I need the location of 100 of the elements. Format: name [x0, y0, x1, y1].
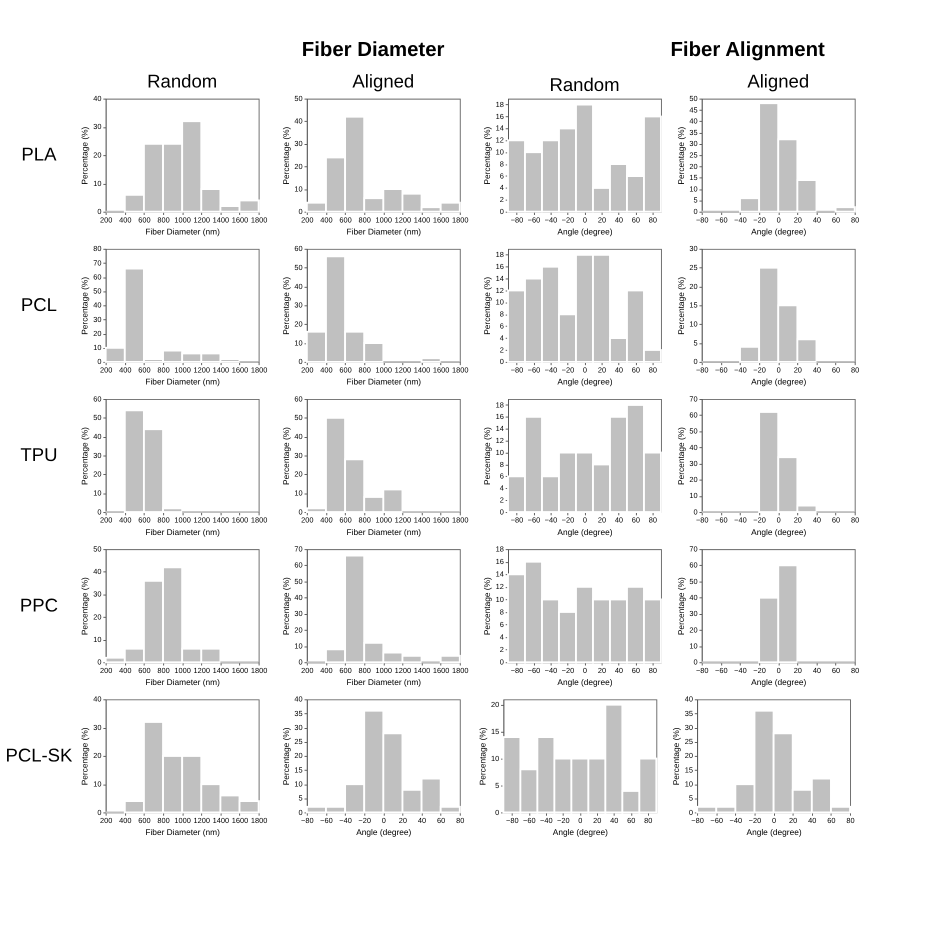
- y-tick-label: 4: [500, 183, 504, 192]
- x-tick-label: 600: [138, 215, 151, 224]
- y-tick-label: 50: [294, 413, 303, 422]
- x-tick-label: 400: [119, 215, 132, 224]
- x-tick-label: 200: [100, 816, 112, 826]
- x-tick-label: 60: [632, 666, 640, 675]
- x-tick-label: 800: [358, 666, 371, 675]
- x-tick-label: 1400: [212, 816, 230, 826]
- text: PCL: [20, 294, 57, 315]
- x-tick-label: 40: [812, 666, 822, 675]
- x-tick-label: 1600: [232, 816, 248, 826]
- x-tick-label: 60: [827, 816, 836, 826]
- y-tick-label: 20: [93, 150, 102, 160]
- y-tick-label: 2: [500, 195, 504, 204]
- text: TPU: [20, 444, 58, 466]
- x-tick-label: −80: [510, 666, 524, 675]
- x-tick-label: 1400: [212, 666, 230, 675]
- x-tick-label: 80: [648, 215, 658, 224]
- x-tick-label: 1000: [376, 516, 392, 525]
- y-tick-label: 30: [689, 609, 698, 618]
- x-axis-title: Fiber Diameter (nm): [346, 226, 422, 236]
- x-axis-title: Angle (degree): [751, 376, 806, 387]
- x-tick-label: 1400: [212, 366, 230, 375]
- y-tick-label: 10: [496, 448, 504, 457]
- x-tick-label: 1600: [232, 366, 248, 375]
- y-tick-label: 40: [689, 442, 698, 452]
- y-tick-label: 30: [93, 314, 102, 324]
- y-tick-label: 40: [93, 567, 102, 576]
- x-tick-label: 20: [789, 816, 798, 826]
- y-tick-label: 10: [689, 491, 698, 500]
- y-axis-title: Percentage (%): [482, 577, 492, 636]
- x-tick-label: 1800: [250, 366, 268, 375]
- x-tick-label: −60: [528, 215, 540, 224]
- x-tick-label: −40: [544, 666, 558, 675]
- y-tick-label: 16: [496, 262, 504, 271]
- x-axis-title: Fiber Diameter (nm): [145, 376, 220, 387]
- x-tick-label: 800: [157, 516, 170, 525]
- y-tick-label: 20: [93, 328, 102, 338]
- x-tick-label: 400: [320, 215, 333, 224]
- y-tick-label: 45: [689, 105, 698, 114]
- x-tick-label: 40: [614, 516, 624, 525]
- y-tick-label: 10: [93, 178, 102, 188]
- y-tick-label: 0: [298, 658, 303, 667]
- x-tick-label: 1800: [250, 816, 268, 826]
- text: PCL-SK: [5, 744, 74, 766]
- x-tick-label: 40: [808, 816, 816, 826]
- x-tick-label: 20: [593, 816, 602, 826]
- y-tick-label: 10: [93, 488, 102, 498]
- y-tick-label: 0: [298, 808, 303, 817]
- chart-title: Random: [147, 70, 218, 92]
- y-tick-label: 10: [294, 338, 303, 348]
- x-axis-title: Angle (degree): [557, 376, 613, 387]
- x-tick-label: 800: [157, 816, 170, 826]
- x-tick-label: 40: [812, 366, 822, 375]
- y-axis-title: Percentage (%): [676, 577, 686, 636]
- chart-title: Random: [549, 74, 620, 96]
- x-tick-label: 1600: [432, 215, 450, 224]
- y-tick-label: 0: [693, 207, 698, 216]
- x-tick-label: −40: [540, 816, 553, 826]
- y-tick-label: 40: [93, 694, 102, 704]
- y-tick-label: 16: [496, 112, 504, 121]
- y-tick-label: 60: [689, 560, 698, 570]
- x-tick-label: 0: [382, 816, 386, 826]
- y-tick-label: 40: [294, 282, 303, 291]
- y-tick-label: 30: [93, 450, 102, 460]
- x-tick-label: 20: [398, 816, 408, 826]
- y-tick-label: 40: [93, 94, 102, 103]
- x-tick-label: 20: [598, 666, 606, 675]
- y-tick-label: 12: [496, 286, 504, 295]
- x-tick-label: −20: [358, 816, 371, 826]
- y-tick-label: 0: [500, 207, 504, 216]
- y-tick-label: 10: [294, 488, 303, 498]
- y-tick-label: 0: [97, 808, 102, 817]
- text: PLA: [21, 144, 58, 165]
- y-axis-title: Percentage (%): [482, 126, 492, 185]
- x-tick-label: 0: [582, 666, 588, 675]
- x-tick-label: 200: [100, 215, 112, 224]
- y-tick-label: 15: [294, 765, 303, 774]
- x-tick-label: 600: [138, 366, 151, 375]
- y-axis-title: Percentage (%): [280, 577, 291, 636]
- y-tick-label: 20: [93, 470, 102, 479]
- y-tick-label: 5: [298, 794, 303, 803]
- x-axis-title: Angle (degree): [751, 226, 806, 236]
- x-tick-label: 800: [358, 215, 371, 224]
- y-tick-label: 25: [689, 150, 698, 160]
- text: PPC: [20, 594, 58, 616]
- y-tick-label: 5: [495, 780, 500, 790]
- y-tick-label: 50: [294, 94, 303, 103]
- y-tick-label: 15: [689, 300, 698, 310]
- y-tick-label: 20: [689, 162, 698, 171]
- y-tick-label: 10: [689, 184, 698, 194]
- y-axis-title: Percentage (%): [676, 426, 686, 485]
- y-tick-label: 18: [496, 100, 504, 109]
- y-tick-label: 50: [689, 426, 698, 436]
- x-tick-label: 20: [598, 366, 606, 375]
- x-tick-label: −80: [696, 366, 709, 375]
- x-tick-label: 1800: [452, 366, 469, 375]
- x-tick-label: 60: [437, 816, 446, 826]
- x-tick-label: 1200: [194, 816, 210, 826]
- x-tick-label: −80: [691, 816, 704, 826]
